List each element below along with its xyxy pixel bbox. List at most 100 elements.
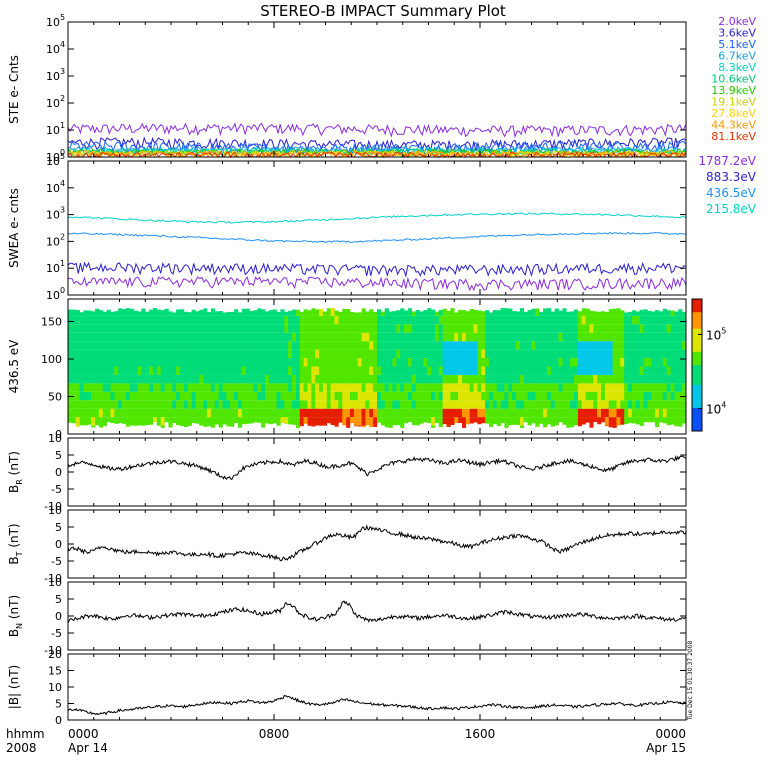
heatmap-cell xyxy=(311,332,316,342)
heatmap-cell xyxy=(651,366,656,375)
heatmap-cell xyxy=(411,374,416,384)
heatmap-cell xyxy=(438,324,443,333)
heatmap-cell xyxy=(207,417,212,426)
heatmap-cell xyxy=(504,383,509,392)
heatmap-cell xyxy=(531,341,536,350)
heatmap-cell xyxy=(79,417,84,426)
heatmap-cell xyxy=(249,400,254,409)
heatmap-cell xyxy=(299,400,304,409)
heatmap-cell xyxy=(87,408,92,418)
heatmap-cell xyxy=(639,315,644,325)
heatmap-cell xyxy=(446,332,451,342)
heatmap-cell xyxy=(311,341,316,350)
heatmap-cell xyxy=(145,358,150,367)
heatmap-cell xyxy=(446,383,451,392)
heatmap-cell xyxy=(550,383,555,392)
heatmap-cell xyxy=(655,383,660,392)
heatmap-cell xyxy=(207,408,212,418)
heatmap-cell xyxy=(172,408,177,418)
heatmap-cell xyxy=(338,324,343,333)
heatmap-cell xyxy=(319,400,324,409)
heatmap-cell xyxy=(137,383,142,392)
heatmap-cell xyxy=(87,417,92,425)
heatmap-cell xyxy=(264,400,270,409)
heatmap-cell xyxy=(461,358,467,367)
heatmap-cell xyxy=(114,400,119,409)
heatmap-cell xyxy=(562,332,567,342)
heatmap-cell xyxy=(180,349,185,359)
heatmap-cell xyxy=(608,341,613,350)
heatmap-cell xyxy=(481,417,486,424)
heatmap-cell xyxy=(357,417,362,426)
heatmap-cell xyxy=(504,315,509,325)
heatmap-cell xyxy=(678,417,683,426)
heatmap-cell xyxy=(373,324,378,333)
heatmap-cell xyxy=(303,383,308,392)
heatmap-cell xyxy=(465,358,470,367)
heatmap-cell xyxy=(527,383,532,392)
heatmap-cell xyxy=(554,332,559,342)
heatmap-cell xyxy=(678,425,683,427)
heatmap-cell xyxy=(280,366,285,375)
heatmap-cell xyxy=(423,383,428,392)
heatmap-cell xyxy=(639,408,644,418)
heatmap-cell xyxy=(643,309,648,316)
heatmap-cell xyxy=(102,425,107,427)
heatmap-cell xyxy=(261,391,266,401)
heatmap-cell xyxy=(612,425,617,428)
heatmap-cell xyxy=(384,366,389,375)
series-line xyxy=(67,147,687,157)
heatmap-cell xyxy=(102,417,107,426)
heatmap-cell xyxy=(643,366,648,375)
heatmap-cell xyxy=(330,374,335,384)
heatmap-cell xyxy=(396,332,401,342)
heatmap-cell xyxy=(241,349,246,359)
heatmap-cell xyxy=(519,332,525,342)
heatmap-cell xyxy=(83,310,88,316)
heatmap-cell xyxy=(411,417,416,426)
heatmap-cell xyxy=(558,332,563,342)
heatmap-cell xyxy=(562,308,567,316)
heatmap-cell xyxy=(326,383,331,392)
heatmap-cell xyxy=(612,400,617,409)
heatmap-cell xyxy=(504,349,509,359)
heatmap-cell xyxy=(125,358,131,367)
heatmap-cell xyxy=(546,417,552,425)
heatmap-cell xyxy=(670,310,675,316)
heatmap-cell xyxy=(554,383,559,392)
heatmap-cell xyxy=(423,315,428,325)
heatmap-cell xyxy=(284,383,289,392)
heatmap-cell xyxy=(624,400,629,409)
heatmap-cell xyxy=(423,408,428,418)
heatmap-cell xyxy=(210,341,216,350)
heatmap-cell xyxy=(597,332,602,342)
heatmap-cell xyxy=(168,315,173,325)
heatmap-cell xyxy=(597,400,602,409)
heatmap-cell xyxy=(106,358,111,367)
heatmap-cell xyxy=(210,315,216,325)
heatmap-cell xyxy=(419,408,424,418)
heatmap-cell xyxy=(307,358,312,367)
y-tick-label: 5 xyxy=(55,449,62,462)
heatmap-cell xyxy=(125,408,131,418)
heatmap-cell xyxy=(481,341,486,350)
heatmap-cell xyxy=(230,366,235,375)
heatmap-cell xyxy=(315,408,320,418)
heatmap-cell xyxy=(349,358,355,367)
heatmap-cell xyxy=(91,408,96,418)
heatmap-cell xyxy=(631,374,637,384)
heatmap-cell xyxy=(160,341,165,350)
heatmap-cell xyxy=(593,315,598,325)
heatmap-cell xyxy=(508,324,513,333)
heatmap-cell xyxy=(481,374,486,384)
heatmap-cell xyxy=(122,315,127,325)
colorbar-step xyxy=(692,348,702,353)
heatmap-cell xyxy=(508,417,513,426)
heatmap-cell xyxy=(249,315,254,325)
heatmap-cell xyxy=(566,374,571,384)
heatmap-cell xyxy=(380,391,386,401)
heatmap-cell xyxy=(303,417,308,424)
heatmap-cell xyxy=(307,310,312,316)
heatmap-cell xyxy=(458,324,463,333)
